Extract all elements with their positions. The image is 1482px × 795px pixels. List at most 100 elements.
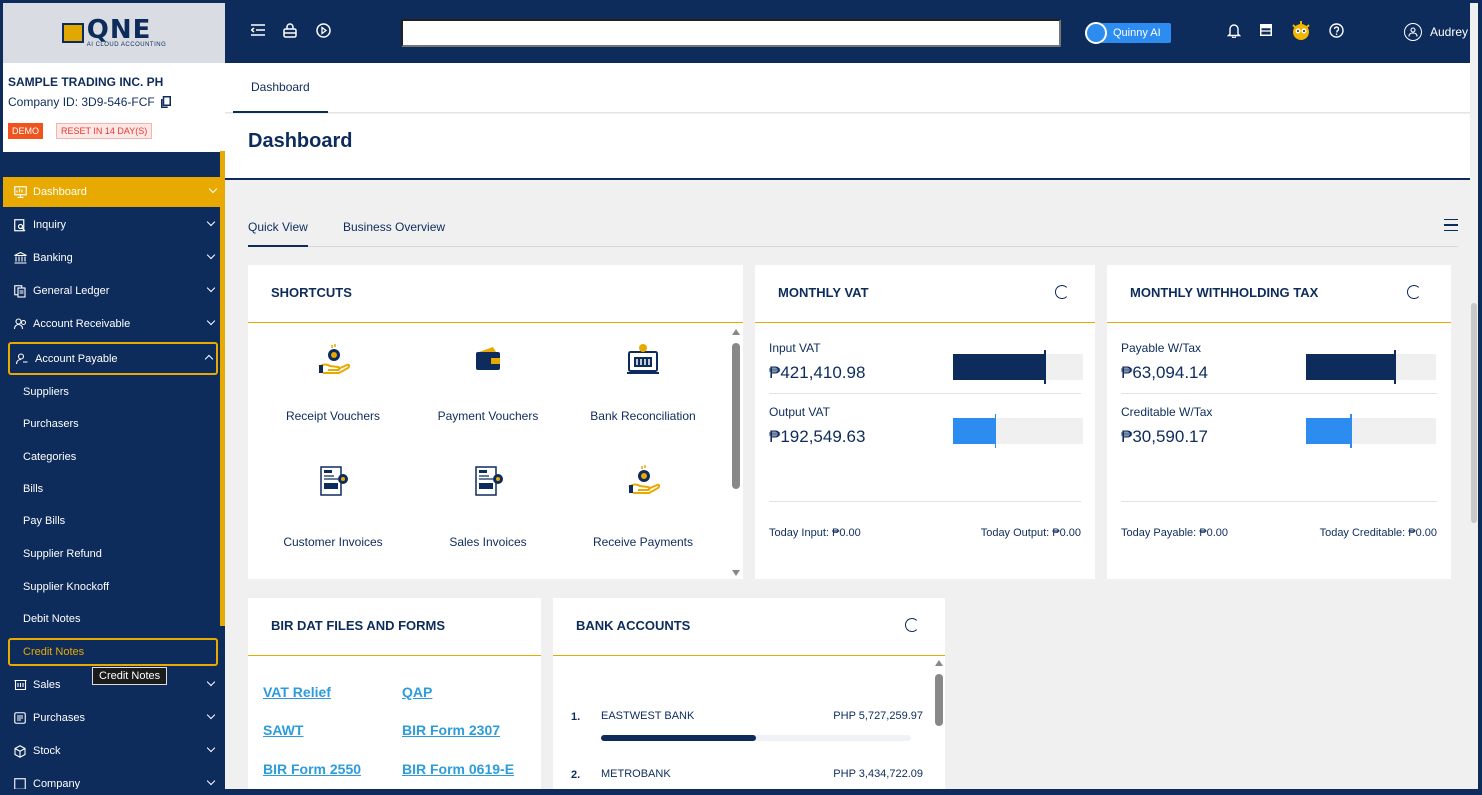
sidebar-item-account-receivable[interactable]: Account Receivable <box>8 309 218 339</box>
creditable-wtax-bar <box>1306 414 1436 448</box>
play-circle-icon[interactable] <box>314 23 332 41</box>
company-name: SAMPLE TRADING INC. PH <box>8 75 164 89</box>
copy-icon[interactable] <box>160 96 171 108</box>
sidebar-subitem-purchasers[interactable]: Purchasers <box>23 418 79 430</box>
output-vat-label: Output VAT <box>769 405 830 419</box>
card-title: BIR DAT FILES AND FORMS <box>271 618 446 633</box>
scroll-up-arrow[interactable] <box>732 329 740 335</box>
sidebar-subitem-suppliers[interactable]: Suppliers <box>23 386 69 398</box>
collapse-menu-icon[interactable] <box>249 23 267 41</box>
user-menu[interactable]: Audrey <box>1403 23 1468 41</box>
sidebar-item-general-ledger[interactable]: General Ledger <box>8 276 218 306</box>
shortcut-label: Sales Invoices <box>449 535 527 549</box>
sidebar-item-purchases[interactable]: Purchases <box>8 703 218 733</box>
input-vat-amount: ₱421,410.98 <box>769 363 866 382</box>
sidebar-item-dashboard[interactable]: Dashboard <box>3 177 220 207</box>
sidebar-subitem-bills[interactable]: Bills <box>23 483 44 495</box>
tab-quick-view[interactable]: Quick View <box>248 220 308 247</box>
creditable-wtax-label: Creditable W/Tax <box>1121 405 1213 419</box>
logo-area[interactable]: QNE AI CLOUD ACCOUNTING <box>3 3 225 63</box>
sidebar-subitem-credit-notes[interactable]: Credit Notes <box>23 646 85 658</box>
ledger-icon <box>13 284 27 298</box>
hamburger-menu-icon[interactable] <box>1444 219 1458 231</box>
shortcut-receive-payments[interactable]: Receive Payments <box>568 465 718 549</box>
sidebar-item-inquiry[interactable]: Inquiry <box>8 210 218 240</box>
shortcut-customer-invoices[interactable]: Customer Invoices <box>258 465 408 549</box>
payable-icon <box>15 352 29 366</box>
wallet-icon <box>471 343 505 377</box>
page-scrollbar[interactable] <box>1470 3 1478 789</box>
scroll-down-arrow[interactable] <box>732 570 740 576</box>
help-icon[interactable] <box>1327 23 1345 41</box>
shortcut-payment-vouchers[interactable]: Payment Vouchers <box>413 343 563 423</box>
refresh-icon[interactable] <box>1055 285 1069 299</box>
demo-badge: DEMO <box>8 123 43 139</box>
output-vat-bar-marker <box>994 414 997 448</box>
input-vat-bar-fill <box>953 354 1044 380</box>
sidebar-scrollbar[interactable] <box>220 151 225 626</box>
sidebar-item-stock[interactable]: Stock <box>8 736 218 766</box>
payable-wtax-bar <box>1306 350 1436 384</box>
refresh-icon[interactable] <box>1407 285 1421 299</box>
quinny-icon <box>1085 22 1107 44</box>
shortcut-receipt-vouchers[interactable]: Receipt Vouchers <box>258 343 408 423</box>
quinny-ai-button[interactable]: Quinny AI <box>1085 21 1171 45</box>
link-sawt[interactable]: SAWT <box>263 722 304 738</box>
chevron-down-icon <box>206 316 216 326</box>
sidebar: QNE AI CLOUD ACCOUNTING SAMPLE TRADING I… <box>3 3 225 789</box>
sidebar-subitem-supplier-refund[interactable]: Supplier Refund <box>23 548 102 560</box>
lock-icon[interactable] <box>281 23 299 41</box>
chevron-down-icon <box>206 250 216 260</box>
shortcut-sales-invoices[interactable]: Sales Invoices <box>413 465 563 549</box>
sidebar-subitem-pay-bills[interactable]: Pay Bills <box>23 515 66 527</box>
link-bir-form-0619e[interactable]: BIR Form 0619-E <box>402 761 515 777</box>
sidebar-subitem-categories[interactable]: Categories <box>23 451 77 463</box>
sidebar-item-sales[interactable]: Sales <box>8 670 218 700</box>
link-bir-form-2550[interactable]: BIR Form 2550 <box>263 761 362 777</box>
page-scroll-thumb[interactable] <box>1471 303 1477 523</box>
bank-rank: 1. <box>571 711 581 723</box>
company-id: Company ID: 3D9-546-FCF <box>8 95 171 109</box>
shortcuts-card: SHORTCUTS Receipt Vouchers Payment Vouch… <box>248 265 743 579</box>
today-creditable: Today Creditable: ₱0.00 <box>1319 527 1437 539</box>
bank-balance-bar-fill <box>601 735 756 741</box>
sidebar-item-label: Account Receivable <box>33 318 131 330</box>
sidebar-item-label: General Ledger <box>33 285 110 297</box>
bank-balance-bar <box>601 735 911 741</box>
card-header: BANK ACCOUNTS <box>553 598 945 656</box>
tab-dashboard[interactable]: Dashboard <box>233 63 328 113</box>
mascot-icon[interactable] <box>1289 19 1313 43</box>
link-vat-relief[interactable]: VAT Relief <box>263 684 331 700</box>
shortcut-bank-reconciliation[interactable]: Bank Reconciliation <box>568 343 718 423</box>
sidebar-item-banking[interactable]: Banking <box>8 243 218 273</box>
card-title: MONTHLY VAT <box>778 285 869 300</box>
inquiry-icon <box>13 218 27 232</box>
title-bar: Dashboard <box>225 114 1478 180</box>
sidebar-item-company[interactable]: Company <box>8 769 218 789</box>
sidebar-item-account-payable[interactable]: Account Payable <box>8 342 218 375</box>
link-qap[interactable]: QAP <box>402 684 433 700</box>
divider <box>1121 501 1437 502</box>
scroll-up-arrow[interactable] <box>935 660 943 666</box>
output-vat-bar <box>953 414 1083 448</box>
bank-scrollbar[interactable] <box>935 674 943 726</box>
input-vat-bar <box>953 350 1083 384</box>
bank-icon <box>13 251 27 265</box>
sidebar-subitem-supplier-knockoff[interactable]: Supplier Knockoff <box>23 581 110 593</box>
payable-wtax-label: Payable W/Tax <box>1121 341 1202 355</box>
sidebar-subitem-debit-notes[interactable]: Debit Notes <box>23 613 81 625</box>
refresh-icon[interactable] <box>905 618 919 632</box>
card-title: SHORTCUTS <box>271 285 352 300</box>
link-bir-form-2307[interactable]: BIR Form 2307 <box>402 722 501 738</box>
user-avatar-icon <box>1403 23 1422 41</box>
tab-business-overview[interactable]: Business Overview <box>343 220 446 234</box>
chevron-down-icon <box>208 184 218 194</box>
sidebar-item-label: Banking <box>33 252 73 264</box>
bell-icon[interactable] <box>1225 23 1243 41</box>
payable-wtax-amount: ₱63,094.14 <box>1121 363 1208 382</box>
shortcuts-scrollbar[interactable] <box>732 343 740 489</box>
search-input[interactable] <box>401 19 1061 47</box>
monthly-withholding-tax-card: MONTHLY WITHHOLDING TAX Payable W/Tax ₱6… <box>1107 265 1451 579</box>
output-vat-bar-fill <box>953 418 995 444</box>
store-icon[interactable] <box>1257 23 1275 41</box>
